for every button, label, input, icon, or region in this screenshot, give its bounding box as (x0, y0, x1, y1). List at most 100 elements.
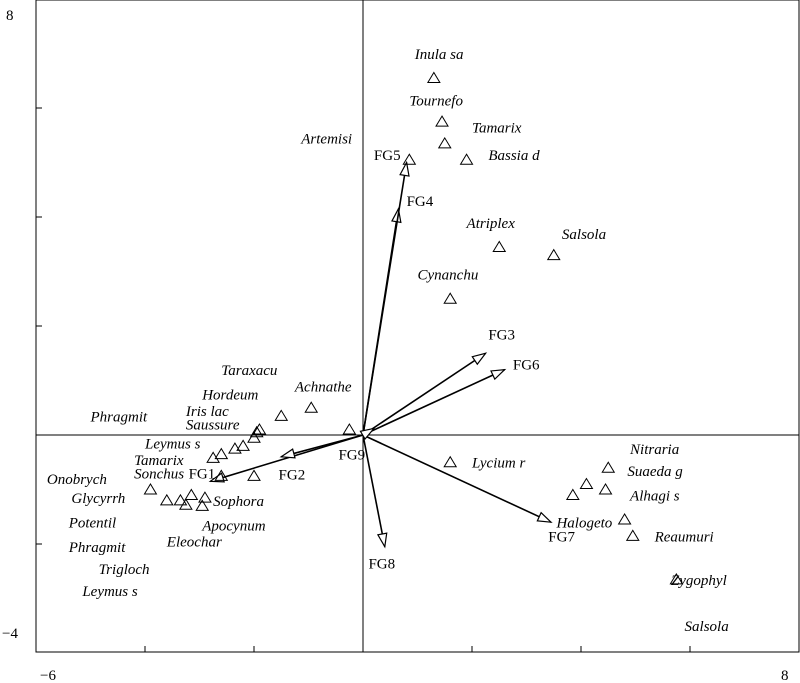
triangle-marker-icon (565, 488, 580, 500)
species-point: Nitraria (601, 442, 679, 473)
arrowhead-icon (471, 352, 488, 366)
triangle-marker-icon (274, 409, 289, 421)
species-label: Onobrych (47, 472, 107, 488)
species-point: Leymus s (144, 437, 242, 454)
species-point: Glycyrrh (71, 491, 174, 507)
vector-label: FG1 (189, 467, 216, 483)
triangle-marker-icon (195, 499, 210, 511)
x-axis-ticks (144, 646, 691, 652)
triangle-marker-icon (669, 572, 684, 585)
vector-fg5: FG5 (362, 148, 410, 436)
triangle-marker-icon (437, 136, 452, 149)
species-label: Iris lac (185, 404, 229, 420)
species-point: Sonchus (134, 451, 221, 483)
triangle-marker-icon (159, 493, 174, 506)
arrowhead-icon (399, 160, 410, 177)
vector-label: FG2 (279, 468, 306, 484)
triangle-marker-icon (435, 115, 449, 127)
species-point: Salsola (669, 572, 729, 635)
species-point: Zygophyl (625, 529, 727, 589)
triangle-marker-icon (228, 442, 242, 454)
species-label: Eleochar (166, 535, 222, 551)
species-label: Alhagi s (629, 488, 680, 504)
species-label: Tamarix (134, 453, 184, 469)
vector-fg2: FG2 (279, 434, 364, 484)
triangle-marker-icon (198, 491, 212, 503)
vector-fg4: FG4 (362, 194, 434, 436)
arrowhead-icon (279, 448, 296, 459)
triangle-marker-icon (598, 483, 613, 495)
triangle-marker-icon (173, 493, 188, 506)
species-points: Inula sa Tournefo Tamarix Bassia d Artemisi A… (47, 47, 729, 635)
vector-label: FG6 (513, 358, 540, 374)
vector-line (362, 352, 487, 436)
species-label: Phragmit (68, 540, 127, 556)
species-label: Trigloch (99, 562, 150, 578)
triangle-marker-icon (625, 529, 640, 541)
species-point: Apocynum (201, 469, 266, 534)
vector-label: FG4 (407, 194, 434, 210)
functional-group-vectors: FG1 FG2 FG3 FG4 FG5 FG6 FG7 FG8 FG9 (189, 148, 576, 573)
triangle-marker-icon (178, 498, 193, 510)
triangle-marker-icon (426, 71, 441, 84)
species-label: Inula sa (414, 47, 464, 63)
species-label: Atriplex (466, 216, 516, 232)
y-axis-ticks (36, 107, 42, 545)
vector-line (362, 434, 386, 547)
vector-label: FG3 (488, 328, 515, 344)
species-point: Phragmit (90, 409, 250, 451)
species-label: Nitraria (629, 442, 679, 458)
species-label: Taraxacu (221, 363, 277, 379)
species-label: Potentil (68, 516, 117, 532)
species-point: Atriplex (466, 216, 516, 252)
species-label: Phragmit (90, 409, 149, 425)
triangle-marker-icon (214, 447, 229, 460)
species-label: Cynanchu (418, 268, 479, 284)
vector-fg6: FG6 (362, 358, 540, 436)
triangle-marker-icon (247, 431, 261, 443)
species-label: Hordeum (201, 388, 258, 404)
species-point: Suaeda g (579, 464, 683, 490)
species-point (342, 423, 357, 435)
species-label: Saussure (186, 418, 240, 434)
triangle-marker-icon (402, 153, 417, 165)
arrowhead-icon (376, 532, 388, 549)
y-tick-label-min: −4 (2, 626, 18, 642)
species-label: Sophora (213, 494, 264, 510)
species-point: Hordeum (201, 388, 267, 435)
vector-label: FG8 (368, 557, 395, 573)
triangle-marker-icon (184, 488, 199, 500)
triangle-marker-icon (617, 513, 632, 525)
vector-fg1: FG1 (189, 434, 364, 483)
species-point: Eleochar (166, 469, 229, 551)
triangle-marker-icon (206, 451, 221, 463)
triangle-marker-icon (247, 469, 261, 481)
triangle-marker-icon (342, 423, 357, 435)
triangle-marker-icon (579, 477, 594, 490)
species-point: Leymus s (81, 491, 212, 600)
triangle-marker-icon (492, 240, 507, 252)
vector-line (362, 162, 408, 436)
vector-fg8: FG8 (362, 434, 395, 573)
species-label: Zygophyl (671, 573, 727, 589)
x-tick-label-max: 8 (781, 668, 789, 683)
species-point: Taraxacu (221, 363, 289, 421)
species-point: Tournefo (409, 93, 463, 127)
species-point: Alhagi s (598, 483, 680, 504)
species-point: Potentil (68, 493, 188, 532)
species-point: Halogeto (555, 488, 613, 532)
vector-line (362, 434, 552, 523)
triangle-marker-icon (214, 469, 229, 481)
species-label: Glycyrrh (71, 491, 125, 507)
triangle-marker-icon (304, 401, 319, 413)
y-tick-label-max: 8 (6, 8, 14, 24)
vector-line (362, 368, 506, 436)
species-label: Bassia d (488, 148, 540, 164)
species-point: Tamarix (437, 121, 522, 149)
triangle-marker-icon (143, 483, 158, 495)
species-label: Lycium r (471, 456, 525, 472)
vector-fg9: FG9 (338, 427, 376, 464)
x-tick-label-min: −6 (40, 668, 56, 683)
species-point: Onobrych (47, 472, 158, 495)
species-label: Sonchus (134, 467, 184, 483)
